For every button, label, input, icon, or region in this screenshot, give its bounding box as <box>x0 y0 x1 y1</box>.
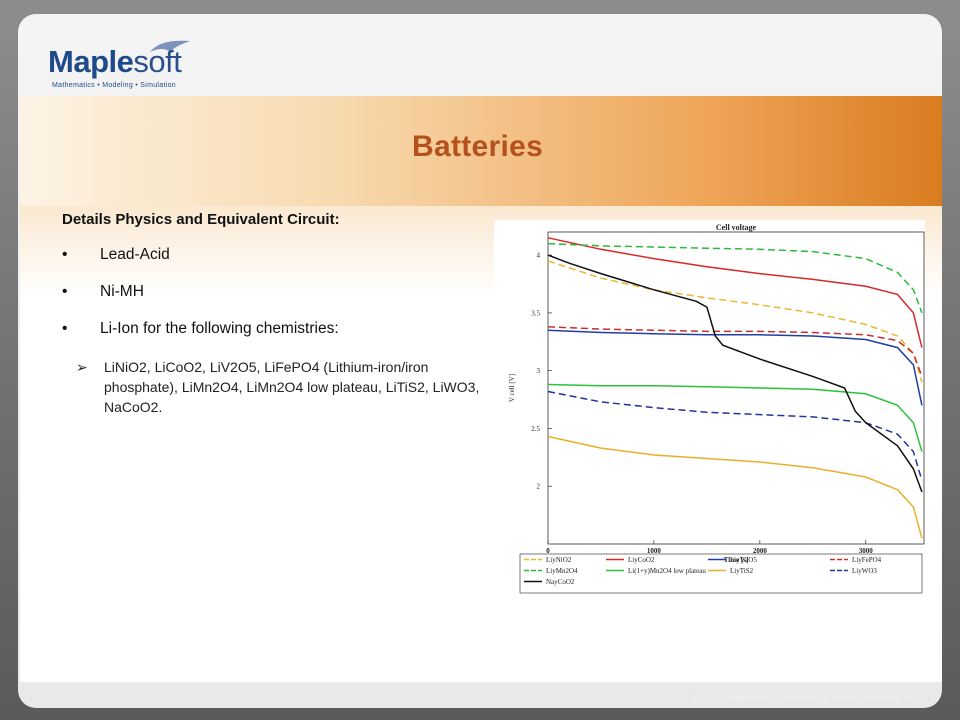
y-tick-label: 3.5 <box>531 309 540 317</box>
x-tick-label: 0 <box>546 547 550 555</box>
y-tick-label: 4 <box>537 252 541 260</box>
y-tick-label: 3 <box>537 367 541 375</box>
legend-label: Li(1+y)Mn2O4 low plateau <box>628 567 706 575</box>
legend-label: LiyV2O5 <box>730 556 757 564</box>
chart-svg: Cell voltage 2 2.5 3 3.5 4 0 1000 2000 3000 Time [… <box>494 220 925 596</box>
footer-copyright: © 2011 Maplesoft, a division of Waterloo… <box>692 693 920 704</box>
maplesoft-logo: Maplesoft Mathematics • Modeling • Simul… <box>48 36 228 94</box>
cell-voltage-chart: Cell voltage 2 2.5 3 3.5 4 0 1000 2000 3000 Time [… <box>492 218 927 598</box>
x-axis-label: Time [s] <box>724 556 749 564</box>
y-axis-label: V cell [V] <box>508 374 516 402</box>
bullet-list: • Lead-Acid • Ni-MH • Li-Ion for the follow… <box>62 246 482 338</box>
chart-background <box>494 220 925 596</box>
legend-label: LiyWO3 <box>852 567 877 575</box>
series-line <box>547 237 923 348</box>
bullet-item: • Li-Ion for the following chemistries: <box>62 320 482 338</box>
arrow-bullet-icon: ➢ <box>76 359 88 375</box>
series-line <box>547 242 923 314</box>
series-line <box>547 326 923 377</box>
bullet-item: • Ni-MH <box>62 283 482 301</box>
plot-frame <box>547 231 925 545</box>
slide: Maplesoft Mathematics • Modeling • Simul… <box>18 14 942 708</box>
logo-name-b: soft <box>133 44 182 79</box>
legend-label: LiyFePO4 <box>852 556 882 564</box>
maple-leaf-icon <box>150 40 190 52</box>
x-tick-label: 3000 <box>859 547 874 555</box>
bullet-dot-icon: • <box>62 320 68 337</box>
x-tick-label: 2000 <box>753 547 768 555</box>
bullet-text: Li-Ion for the following chemistries: <box>100 320 339 337</box>
series-line <box>547 390 923 481</box>
series-line <box>547 260 923 383</box>
series-line <box>547 383 923 452</box>
bullet-dot-icon: • <box>62 283 68 300</box>
content-area: Batteries Details Physics and Equivalent… <box>20 96 942 682</box>
x-tick-label: 1000 <box>647 547 662 555</box>
bullet-dot-icon: • <box>62 246 68 263</box>
chart-title: Cell voltage <box>716 223 757 232</box>
slide-body: Details Physics and Equivalent Circuit: … <box>62 211 482 417</box>
legend-label: LiyTiS2 <box>730 567 754 575</box>
title-band: Batteries <box>20 96 942 296</box>
legend-label: LiyNiO2 <box>546 556 572 564</box>
y-tick-label: 2 <box>537 483 541 491</box>
logo-name-a: Maple <box>48 44 134 79</box>
series-line <box>547 329 923 406</box>
legend-box <box>519 553 923 594</box>
legend-label: LiyMn2O4 <box>546 567 578 575</box>
legend-label: NayCoO2 <box>546 578 575 586</box>
sub-bullet-text: LiNiO2, LiCoO2, LiV2O5, LiFePO4 (Lithium… <box>104 359 480 415</box>
logo-tagline: Mathematics • Modeling • Simulation <box>52 82 176 89</box>
bullet-text: Ni-MH <box>100 283 144 300</box>
sub-bullet: ➢ LiNiO2, LiCoO2, LiV2O5, LiFePO4 (Lithi… <box>62 357 482 417</box>
slide-title: Batteries <box>412 130 544 163</box>
series-line <box>547 254 923 493</box>
y-tick-label: 2.5 <box>531 425 540 433</box>
bullet-text: Lead-Acid <box>100 246 170 263</box>
section-heading: Details Physics and Equivalent Circuit: <box>62 211 340 228</box>
bullet-item: • Lead-Acid <box>62 246 482 264</box>
legend-label: LiyCoO2 <box>628 556 655 564</box>
series-line <box>547 435 923 539</box>
